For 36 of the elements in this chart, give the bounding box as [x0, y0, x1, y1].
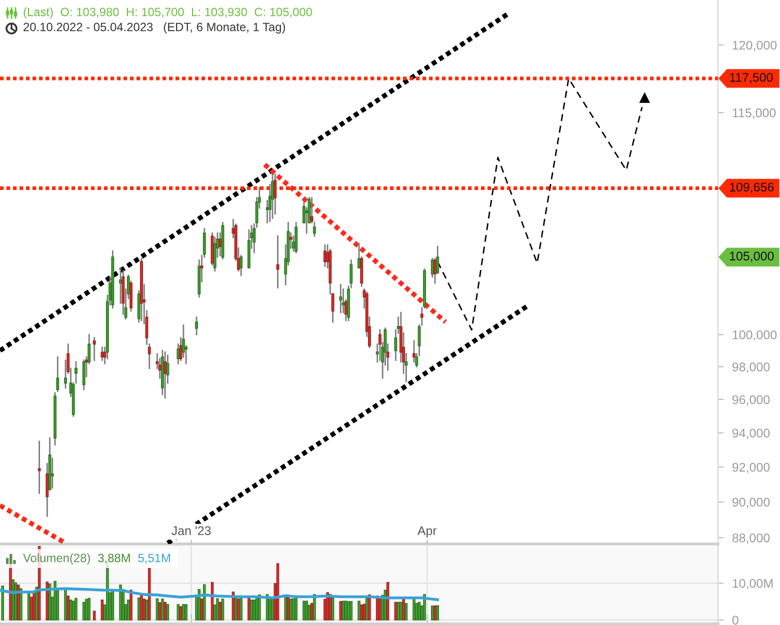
y-tick-label: 92,000: [732, 462, 770, 474]
candlestick: [92, 337, 96, 361]
annotation: 5,51M: [138, 554, 170, 564]
y-tick-label: 98,000: [732, 362, 770, 373]
candlestick: [274, 174, 277, 215]
annotation: 3,88M: [98, 554, 130, 564]
y-tick-label: 120,000: [732, 40, 777, 52]
x-tick-label: Jan '23: [172, 526, 211, 536]
text: (Last) O: 103,980 H: 105,700 L: 103,930 C: 105,000: [24, 7, 312, 19]
candlestick: [339, 284, 342, 314]
candlestick: [294, 222, 298, 254]
candlestick: [276, 235, 280, 288]
y-tick-label: 88,000: [732, 533, 770, 544]
y-tick-label: 94,000: [732, 428, 770, 440]
candlestick: [218, 232, 222, 256]
line-series: [0, 587, 440, 602]
text: 20.10.2022 - 05.04.2023 (EDT, 6 Monate, 1 Tag): [24, 22, 285, 34]
ref-line-label: 117,500: [730, 72, 773, 84]
candlestick: [56, 356, 60, 392]
candlestick: [195, 316, 198, 336]
ref-line-label: 109,656: [730, 182, 774, 194]
y-tick-label: 0: [732, 616, 738, 625]
candlestick: [289, 232, 292, 249]
candlestick: [38, 440, 41, 494]
y-tick-label: 100,000: [732, 330, 777, 341]
candlestick: [100, 346, 104, 361]
candlestick: [82, 360, 86, 390]
text: 105,000: [730, 252, 774, 262]
y-tick-label: 90,000: [732, 498, 770, 508]
text: Volumen(28): [23, 553, 90, 565]
y-tick-label: 10,00M: [732, 578, 773, 590]
y-tick-label: 96,000: [732, 395, 770, 406]
x-tick-label: Apr: [417, 526, 437, 538]
y-tick-label: 115,000: [732, 108, 776, 119]
line-series: [436, 78, 643, 331]
candlestick: [50, 458, 54, 489]
